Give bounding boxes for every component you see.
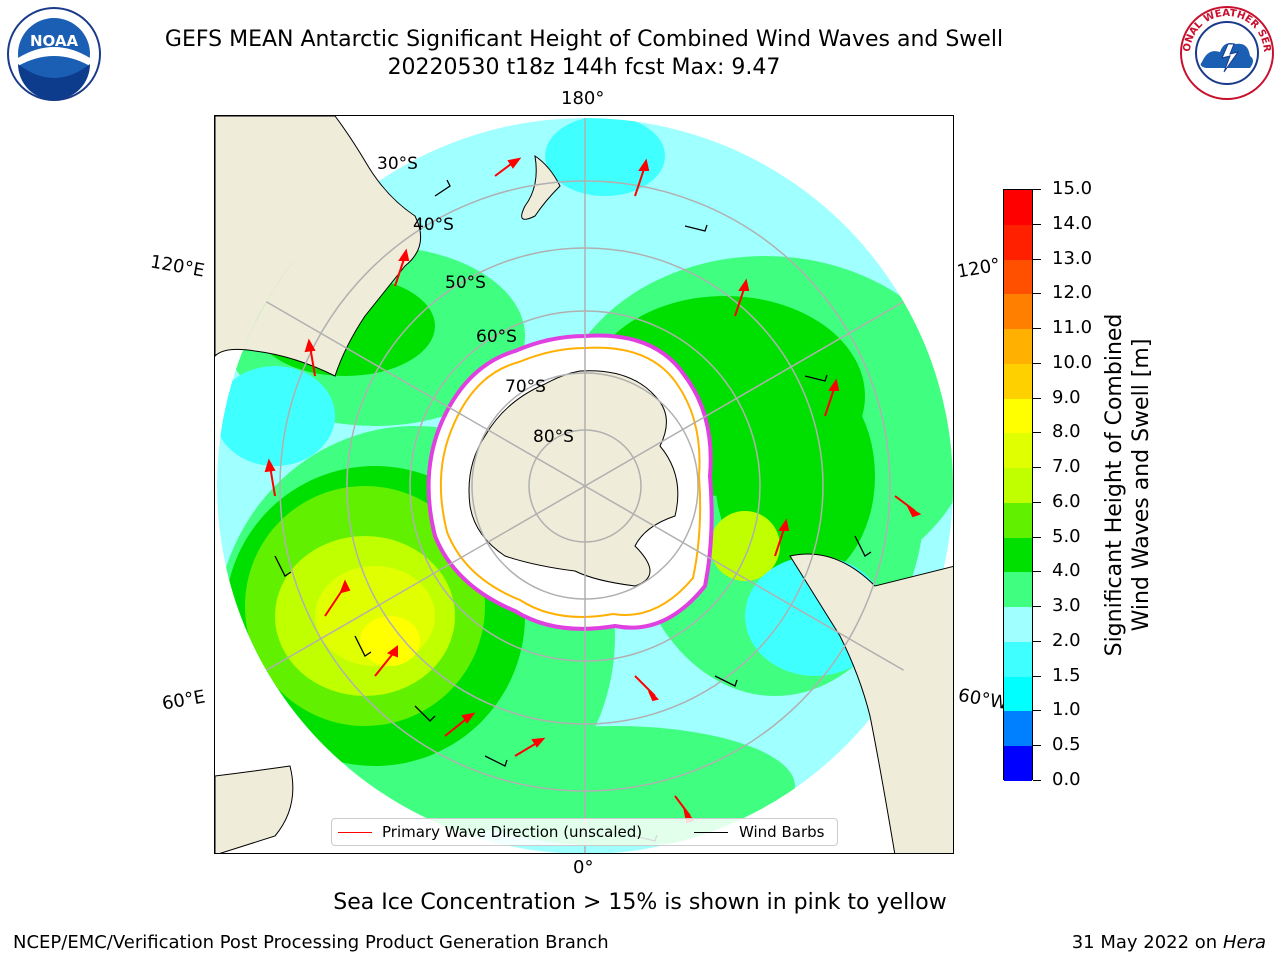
lat-label-50: 50°S (445, 273, 486, 293)
map-canvas: 30°S 40°S 50°S 60°S 70°S 80°S (215, 116, 953, 853)
colorbar-tick (1033, 328, 1041, 330)
colorbar-tick-label: 5.0 (1052, 525, 1081, 547)
colorbar-tick-label: 15.0 (1052, 178, 1093, 199)
map-legend: Primary Wave Direction (unscaled) Wind B… (331, 818, 838, 846)
colorbar-segment (1004, 363, 1032, 399)
footer-credit: NCEP/EMC/Verification Post Processing Pr… (13, 932, 609, 953)
colorbar-tick (1033, 501, 1041, 503)
legend-swatch-wind-barbs (694, 832, 728, 833)
colorbar-tick (1033, 780, 1041, 781)
colorbar-tick-label: 13.0 (1052, 247, 1093, 269)
national-weather-service-logo: NATIONAL WEATHER SERVICE (1178, 4, 1274, 100)
colorbar-tick-label: 4.0 (1052, 560, 1081, 582)
colorbar-tick-label: 7.0 (1052, 456, 1081, 478)
colorbar (1003, 189, 1033, 781)
lat-label-30: 30°S (377, 154, 418, 174)
latitude-labels: 30°S 40°S 50°S 60°S 70°S 80°S (377, 154, 574, 447)
colorbar-tick (1033, 258, 1041, 260)
svg-text:NOAA: NOAA (30, 32, 79, 50)
lon-label-top: 180° (561, 88, 605, 109)
colorbar-segment (1004, 746, 1032, 781)
colorbar-segment (1004, 607, 1032, 642)
colorbar-tick-label: 11.0 (1052, 317, 1093, 339)
colorbar-tick (1033, 397, 1041, 399)
colorbar-label: Significant Height of Combined Wind Wave… (1102, 313, 1154, 657)
colorbar-segment (1004, 294, 1032, 330)
graticule (217, 118, 953, 853)
colorbar-tick (1033, 745, 1041, 747)
lat-label-80: 80°S (533, 427, 574, 447)
colorbar-segment (1004, 537, 1032, 573)
colorbar-tick-label: 9.0 (1052, 386, 1081, 408)
primary-wave-arrows (264, 157, 922, 824)
colorbar-tick-label: 12.0 (1052, 282, 1093, 304)
colorbar-tick (1033, 606, 1041, 608)
colorbar-tick (1033, 189, 1041, 190)
title-line-2: 20220530 t18z 144h fcst Max: 9.47 (387, 55, 781, 80)
colorbar-tick (1033, 571, 1041, 573)
colorbar-tick-label: 1.0 (1052, 699, 1081, 721)
lon-label-upper-right: 120° (955, 254, 1002, 283)
colorbar-tick (1033, 536, 1041, 538)
colorbar-segment (1004, 190, 1032, 225)
colorbar-tick-label: 3.0 (1052, 595, 1081, 617)
colorbar-tick-label: 0.5 (1052, 734, 1081, 756)
polar-map: 30°S 40°S 50°S 60°S 70°S 80°S (214, 115, 954, 854)
sea-ice-note: Sea Ice Concentration > 15% is shown in … (333, 890, 947, 915)
colorbar-segment (1004, 572, 1032, 608)
colorbar-segment (1004, 224, 1032, 260)
colorbar-segment (1004, 711, 1032, 747)
chart-title: GEFS MEAN Antarctic Significant Height o… (0, 26, 1168, 82)
land-new-zealand (521, 154, 561, 220)
colorbar-tick (1033, 432, 1041, 434)
colorbar-tick-label: 1.5 (1052, 664, 1081, 686)
colorbar-tick (1033, 467, 1041, 469)
legend-label-primary-wave: Primary Wave Direction (unscaled) (382, 823, 643, 841)
lon-label-lower-right: 60°W (956, 684, 1010, 715)
colorbar-tick-label: 2.0 (1052, 629, 1081, 651)
colorbar-segment (1004, 676, 1032, 712)
colorbar-tick (1033, 293, 1041, 295)
title-line-1: GEFS MEAN Antarctic Significant Height o… (164, 27, 1004, 52)
lat-label-60: 60°S (476, 327, 517, 347)
colorbar-tick-label: 0.0 (1052, 769, 1081, 790)
colorbar-segment (1004, 329, 1032, 364)
land-africa (215, 765, 294, 853)
colorbar-segment (1004, 433, 1032, 469)
colorbar-segment (1004, 398, 1032, 434)
colorbar-tick-label: 10.0 (1052, 351, 1093, 373)
colorbar-segment (1004, 259, 1032, 295)
footer-date: 31 May 2022 on Hera (1071, 932, 1266, 953)
colorbar-tick-label: 6.0 (1052, 490, 1081, 512)
legend-label-wind-barbs: Wind Barbs (739, 823, 825, 841)
colorbar-segment (1004, 502, 1032, 538)
noaa-logo: NOAA (7, 7, 101, 101)
colorbar-tick (1033, 640, 1041, 642)
lon-label-lower-left: 60°E (160, 686, 207, 715)
colorbar-tick-label: 14.0 (1052, 212, 1093, 234)
land-antarctica (468, 370, 679, 587)
colorbar-tick (1033, 223, 1041, 225)
colorbar-tick (1033, 675, 1041, 677)
lon-label-upper-left: 120°E (148, 251, 207, 282)
colorbar-tick-label: 8.0 (1052, 421, 1081, 443)
colorbar-segment (1004, 468, 1032, 503)
colorbar-tick (1033, 710, 1041, 712)
lat-label-40: 40°S (413, 215, 454, 235)
colorbar-segment (1004, 641, 1032, 677)
footer-machine: Hera (1222, 932, 1266, 953)
legend-swatch-primary-wave (338, 832, 372, 833)
lon-label-bottom: 0° (573, 857, 594, 878)
wind-barbs (274, 179, 872, 842)
colorbar-tick (1033, 362, 1041, 364)
lat-label-70: 70°S (505, 377, 546, 397)
